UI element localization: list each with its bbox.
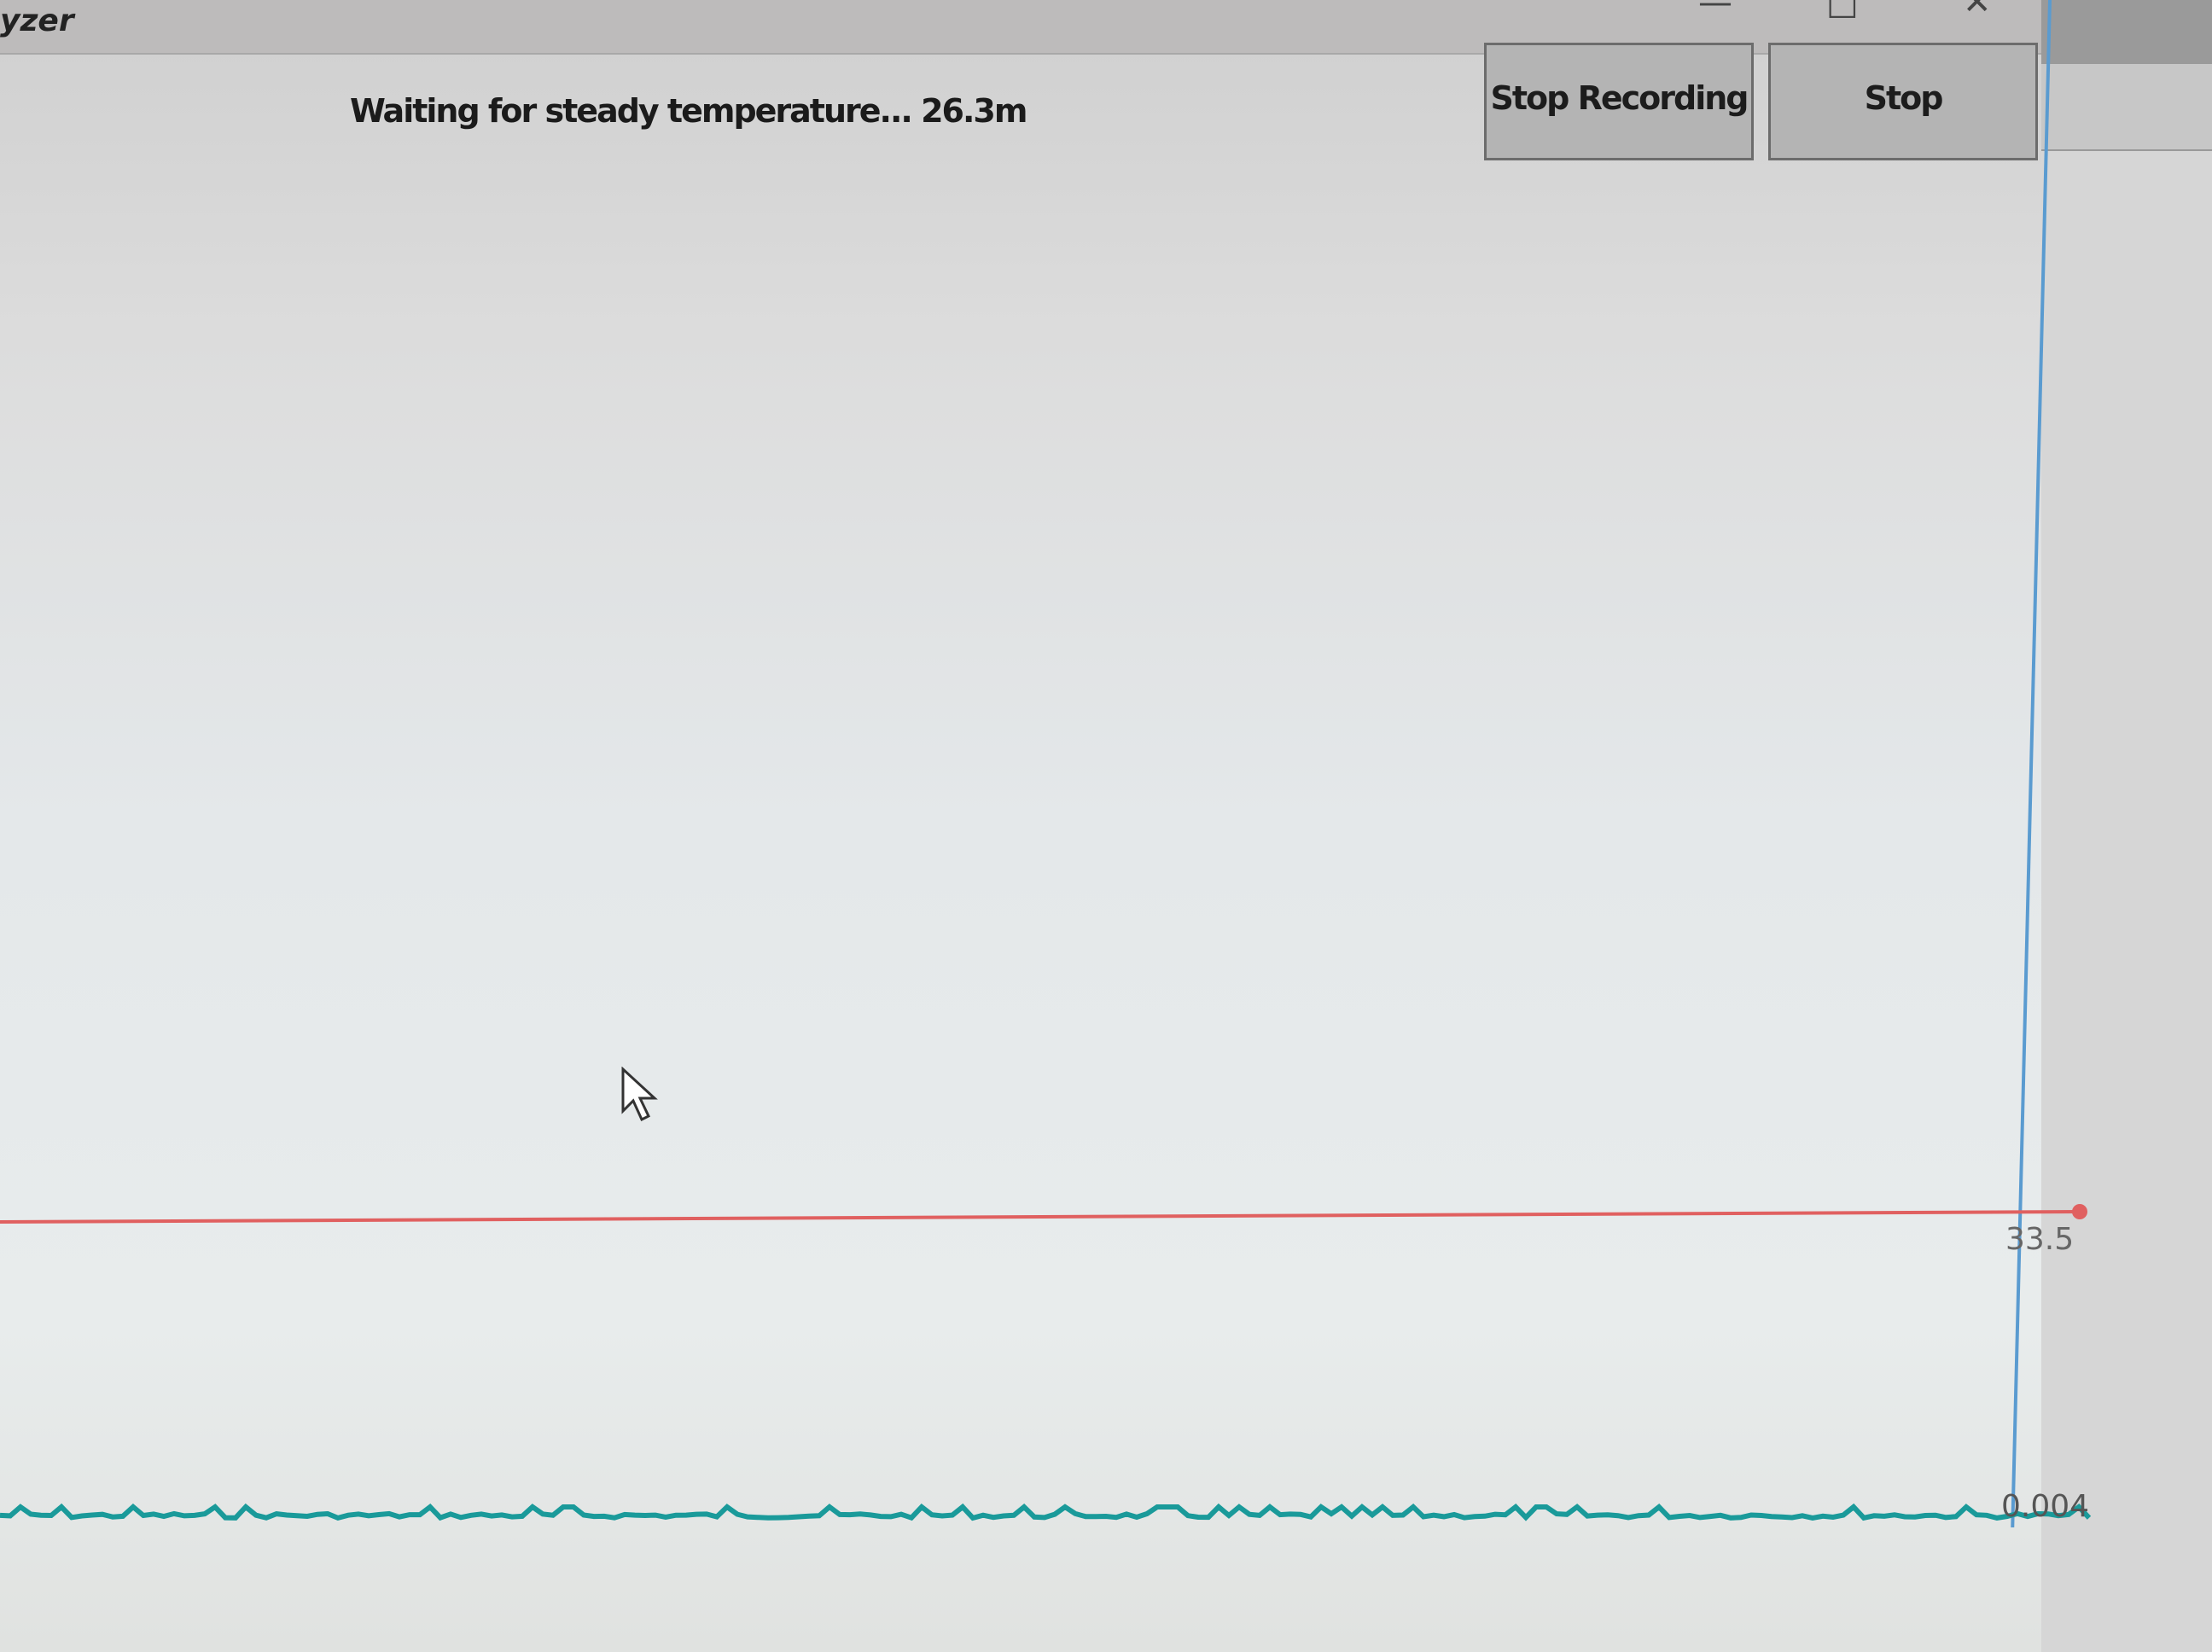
title-bar: yzer — □ ✕ [0, 0, 2041, 55]
status-text: Waiting for steady temperature... 26.3m [350, 92, 1027, 130]
background-window [2041, 0, 2212, 1652]
maximize-icon[interactable]: □ [1826, 0, 1859, 22]
stop-recording-button[interactable]: Stop Recording [1484, 43, 1754, 160]
minimize-icon[interactable]: — [1698, 0, 1732, 22]
temperature-value-label: 33.5 [2005, 1222, 2075, 1257]
temperature-marker [2072, 1204, 2087, 1219]
stop-button[interactable]: Stop [1768, 43, 2038, 160]
deviation-value-label: 0.004 [2001, 1489, 2090, 1524]
temperature-line [0, 1210, 2080, 1224]
mouse-pointer-icon [621, 1067, 658, 1122]
close-icon[interactable]: ✕ [1963, 0, 1992, 22]
deviation-line [0, 1503, 2092, 1521]
window-title: yzer [0, 3, 74, 38]
